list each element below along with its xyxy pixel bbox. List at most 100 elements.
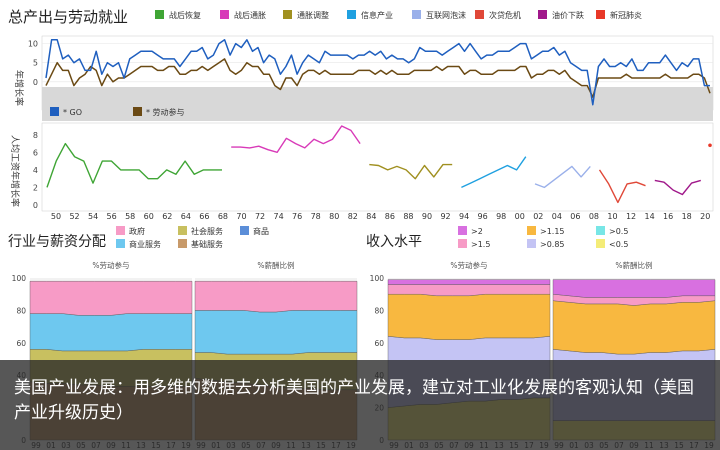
stack-area bbox=[29, 313, 193, 352]
ytick-label: 0 bbox=[33, 78, 38, 87]
legend-label: 互联网泡沫 bbox=[426, 10, 466, 20]
legend-swatch bbox=[596, 10, 605, 19]
legend-label: * 劳动参与 bbox=[146, 107, 185, 117]
xtick-label: 64 bbox=[181, 212, 191, 221]
chart-title-main: 总产出与劳动就业 bbox=[8, 8, 128, 26]
xtick-label: 14 bbox=[645, 212, 655, 221]
xtick-label: 62 bbox=[162, 212, 172, 221]
xtick-label: 20 bbox=[700, 212, 710, 221]
legend-swatch bbox=[475, 10, 484, 19]
xtick-label: 70 bbox=[236, 212, 246, 221]
legend-label: 社会服务 bbox=[191, 226, 223, 236]
ytick-label: 2 bbox=[33, 183, 38, 192]
xtick-label: 82 bbox=[348, 212, 358, 221]
xtick-label: 12 bbox=[626, 212, 636, 221]
legend-swatch bbox=[240, 226, 249, 235]
series-line bbox=[369, 163, 453, 180]
stack-area bbox=[387, 279, 551, 285]
legend-swatch bbox=[178, 239, 187, 248]
legend-label: 商业服务 bbox=[129, 239, 161, 249]
xtick-label: 94 bbox=[459, 212, 469, 221]
ytick-label: 4 bbox=[33, 166, 38, 175]
legend-label: >1.5 bbox=[471, 240, 490, 249]
ylabel-top: 年增长率 bbox=[13, 70, 25, 106]
stack-area bbox=[552, 279, 716, 298]
ytick-label: 100 bbox=[12, 274, 27, 283]
legend-swatch bbox=[155, 10, 164, 19]
yaxis-wage: 8 6 4 2 0 bbox=[33, 131, 38, 210]
stack-area bbox=[387, 294, 551, 340]
xtick-label: 80 bbox=[329, 212, 339, 221]
legend-swatch bbox=[527, 239, 536, 248]
xtick-label: 88 bbox=[403, 212, 413, 221]
xtick-label: 68 bbox=[218, 212, 228, 221]
legend-label: 通胀调整 bbox=[297, 10, 329, 20]
xtick-label: 52 bbox=[69, 212, 79, 221]
legend-swatch bbox=[458, 239, 467, 248]
xtick-label: 54 bbox=[88, 212, 98, 221]
lines-wage bbox=[46, 125, 712, 204]
legend-swatch bbox=[458, 226, 467, 235]
ytick-label: 80 bbox=[374, 306, 384, 315]
xtick-label: 74 bbox=[274, 212, 284, 221]
legend-swatch bbox=[220, 10, 229, 19]
legend-swatch bbox=[538, 10, 547, 19]
series-point bbox=[708, 143, 712, 148]
legend-swatch bbox=[133, 107, 142, 116]
series-line bbox=[534, 165, 591, 189]
legend-label: >1.15 bbox=[540, 227, 565, 236]
series-line bbox=[598, 169, 646, 204]
legend-label: <0.5 bbox=[609, 240, 628, 249]
xtick-label: 00 bbox=[515, 212, 525, 221]
caption-overlay bbox=[0, 360, 720, 450]
legend-label: 战后恢复 bbox=[169, 10, 201, 20]
xaxis-wage: 50 52 54 56 58 60 62 64 66 68 70 72 74 76 78 80 82 84 86 88… bbox=[51, 212, 710, 221]
ylabel-wage: 人均工资年增长率 bbox=[9, 135, 21, 207]
legend-swatch bbox=[596, 226, 605, 235]
legend-label: >0.5 bbox=[609, 227, 628, 236]
xtick-label: 60 bbox=[144, 212, 154, 221]
xtick-label: 08 bbox=[589, 212, 599, 221]
series-line bbox=[45, 58, 711, 98]
panel-subtitle: %薪酬比例 bbox=[615, 260, 652, 270]
ytick-label: 60 bbox=[16, 339, 26, 348]
ytick-label: 6 bbox=[33, 148, 38, 157]
legend-swatch bbox=[178, 226, 187, 235]
xtick-label: 92 bbox=[440, 212, 450, 221]
legend-label: 政府 bbox=[129, 226, 145, 236]
series-line bbox=[461, 156, 527, 189]
ytick-label: 80 bbox=[16, 306, 26, 315]
series-line bbox=[46, 142, 222, 188]
xtick-label: 76 bbox=[292, 212, 302, 221]
caption-text: 美国产业发展：用多维的数据去分析美国的产业发展，建立对工业化发展的客观认知（美国… bbox=[14, 378, 694, 423]
series-line bbox=[231, 125, 361, 154]
ytick-label: 5 bbox=[33, 59, 38, 68]
plot-area-wage bbox=[41, 122, 714, 212]
negative-band bbox=[42, 87, 713, 121]
legend-top: 战后恢复 战后通胀 通胀调整 信息产业 互联网泡沫 次贷危机 油价下跌 新冠肺炎 bbox=[155, 10, 642, 20]
lines-top bbox=[45, 39, 711, 106]
ytick-label: 0 bbox=[33, 201, 38, 210]
xtick-label: 72 bbox=[255, 212, 265, 221]
legend-series: * GO * 劳动参与 bbox=[50, 107, 185, 117]
legend-label: 商品 bbox=[253, 226, 269, 236]
stack-area bbox=[194, 310, 358, 355]
xtick-label: 50 bbox=[51, 212, 61, 221]
legend-label: >2 bbox=[471, 227, 483, 236]
legend-label: 油价下跌 bbox=[552, 10, 584, 20]
legend-swatch bbox=[347, 10, 356, 19]
legend-label: 基础服务 bbox=[191, 239, 223, 249]
legend-swatch bbox=[116, 239, 125, 248]
legend-income: >2 >1.15 >0.5 >1.5 >0.85 <0.5 bbox=[458, 226, 628, 249]
panel-subtitle: %劳动参与 bbox=[92, 260, 129, 270]
legend-label: 新冠肺炎 bbox=[610, 10, 642, 20]
title-income: 收入水平 bbox=[366, 234, 422, 250]
legend-swatch bbox=[596, 239, 605, 248]
xtick-label: 96 bbox=[478, 212, 488, 221]
ytick-label: 100 bbox=[370, 274, 385, 283]
title-industry: 行业与薪资分配 bbox=[8, 234, 106, 250]
legend-label: * GO bbox=[63, 108, 82, 117]
stack-area bbox=[194, 281, 358, 313]
panel-subtitle: %薪酬比例 bbox=[257, 260, 294, 270]
